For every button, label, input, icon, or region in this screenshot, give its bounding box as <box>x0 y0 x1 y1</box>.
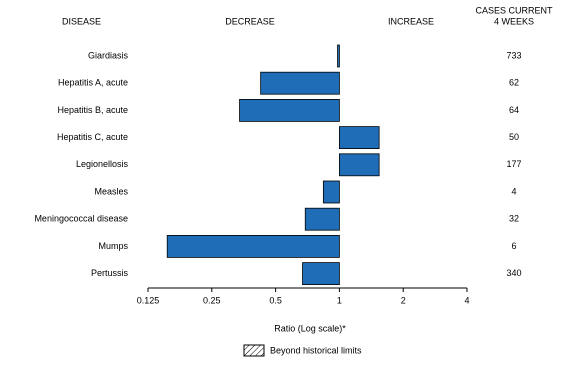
bar <box>322 180 340 204</box>
header-increase: INCREASE <box>388 16 434 26</box>
header-cases: CASES CURRENT <box>475 5 553 15</box>
category-label: Hepatitis A, acute <box>58 78 128 88</box>
bar <box>302 262 340 286</box>
bar <box>304 207 340 231</box>
x-tick-label: 0.25 <box>203 295 221 305</box>
cases-value: 340 <box>506 268 521 278</box>
legend-label: Beyond historical limits <box>270 345 362 355</box>
legend-swatch <box>243 344 265 357</box>
category-label: Meningococcal disease <box>34 214 128 224</box>
cases-value: 733 <box>506 50 521 60</box>
cases-value: 4 <box>511 186 516 196</box>
x-tick-label: 0.125 <box>137 295 160 305</box>
bar <box>166 234 340 258</box>
cases-value: 50 <box>509 132 519 142</box>
bar <box>338 126 380 149</box>
header-disease: DISEASE <box>62 16 101 26</box>
x-axis-label: Ratio (Log scale)* <box>274 323 346 333</box>
header-cases: 4 WEEKS <box>494 16 534 26</box>
category-label: Giardiasis <box>88 50 129 60</box>
category-label: Hepatitis C, acute <box>57 132 128 142</box>
category-label: Measles <box>94 186 128 196</box>
bar <box>338 153 380 177</box>
category-label: Legionellosis <box>76 159 129 169</box>
cases-value: 62 <box>509 78 519 88</box>
category-label: Hepatitis B, acute <box>57 105 128 115</box>
header-decrease: DECREASE <box>225 16 275 26</box>
x-tick-label: 0.5 <box>269 295 282 305</box>
bar <box>260 71 340 95</box>
bar <box>239 99 340 122</box>
x-tick-label: 4 <box>464 295 469 305</box>
category-label: Pertussis <box>91 268 129 278</box>
cases-value: 64 <box>509 105 519 115</box>
cases-value: 6 <box>511 241 516 251</box>
category-label: Mumps <box>98 241 128 251</box>
cases-value: 177 <box>506 159 521 169</box>
cases-value: 32 <box>509 214 519 224</box>
x-tick-label: 1 <box>337 295 342 305</box>
bar <box>337 44 340 68</box>
x-tick-label: 2 <box>401 295 406 305</box>
